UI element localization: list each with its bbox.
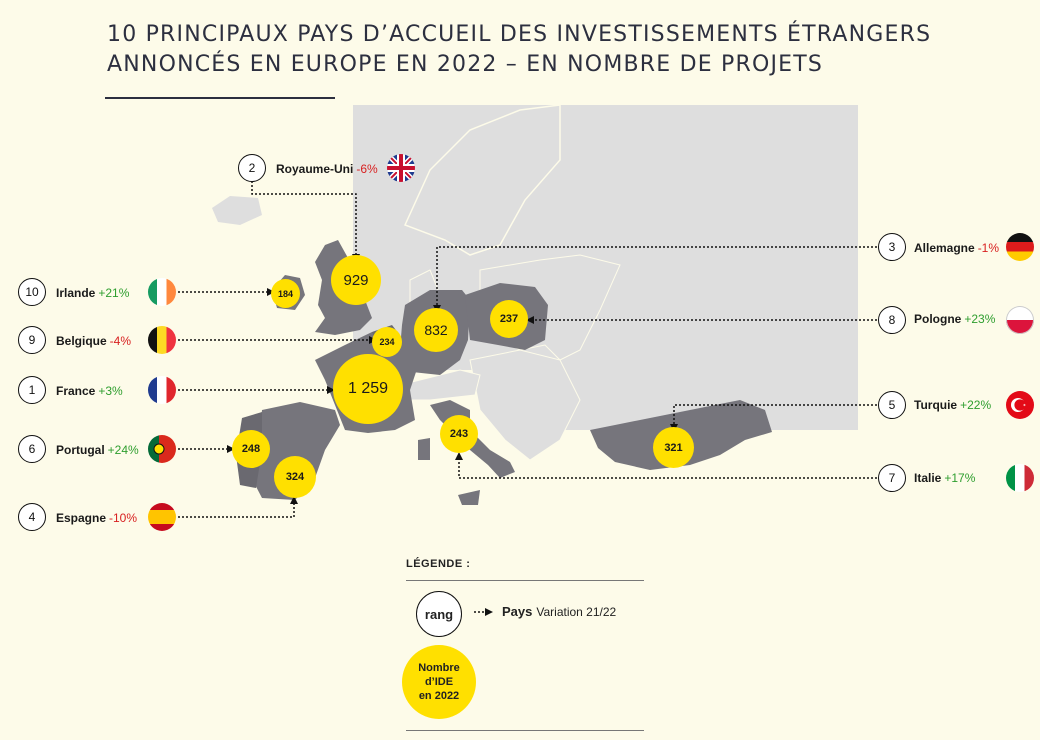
bubble-germany: 832 — [414, 308, 458, 352]
connector-spain — [178, 503, 295, 518]
rank-poland: 8 — [878, 306, 906, 334]
variation: +24% — [107, 443, 139, 457]
variation: -4% — [109, 334, 132, 348]
bubble-turkey: 321 — [653, 427, 694, 468]
label-uk: Royaume-Uni -6% — [276, 162, 378, 176]
country-name: Portugal — [56, 443, 105, 457]
arrow-portugal — [227, 445, 235, 453]
country-name: France — [56, 384, 96, 398]
connector-italy — [458, 458, 877, 479]
bubble-uk: 929 — [331, 255, 381, 305]
country-name: Turquie — [914, 398, 958, 412]
rank-portugal: 6 — [18, 435, 46, 463]
bubble-ireland: 184 — [271, 279, 300, 308]
variation: +22% — [960, 398, 992, 412]
arrow-spain — [290, 496, 298, 504]
variation: +17% — [944, 471, 976, 485]
arrow-poland — [526, 316, 534, 324]
legend-bubble: Nombre d’IDE en 2022 — [402, 645, 476, 719]
variation: +23% — [964, 312, 996, 326]
connector-germany — [436, 246, 877, 306]
label-france: France +3% — [56, 384, 123, 398]
arrow-france — [327, 386, 335, 394]
label-poland: Pologne +23% — [914, 312, 995, 326]
bubble-poland: 237 — [490, 300, 528, 338]
country-name: Allemagne — [914, 241, 975, 255]
legend-rank-circle: rang — [416, 591, 462, 637]
bubble-spain: 324 — [274, 456, 316, 498]
label-italy: Italie +17% — [914, 471, 975, 485]
germany-flag-icon — [1006, 233, 1034, 261]
rank-germany: 3 — [878, 233, 906, 261]
balkans-shape — [469, 349, 581, 461]
legend-top-rule — [406, 580, 644, 581]
rank-italy: 7 — [878, 464, 906, 492]
variation: -10% — [109, 511, 138, 525]
country-name: Espagne — [56, 511, 107, 525]
label-turkey: Turquie +22% — [914, 398, 991, 412]
country-name: Italie — [914, 471, 942, 485]
legend-bubble-line2: d’IDE — [424, 676, 454, 688]
spain-flag-icon — [148, 503, 176, 531]
label-ireland: Irlande +21% — [56, 286, 129, 300]
uk-flag-icon — [387, 154, 415, 182]
spain-shape — [250, 402, 340, 500]
legend-pays: Pays Variation 21/22 — [502, 604, 616, 619]
label-germany: Allemagne -1% — [914, 241, 999, 255]
scandinavia-shape — [403, 104, 561, 256]
title-underline — [105, 97, 335, 99]
variation: +21% — [98, 286, 130, 300]
ireland-flag-icon — [148, 278, 176, 306]
sardinia-shape — [418, 438, 430, 460]
sicily-shape — [458, 490, 480, 505]
iceland-shape — [212, 196, 262, 225]
variation: +3% — [98, 384, 123, 398]
variation: -6% — [356, 162, 378, 176]
legend-bottom-rule — [406, 730, 644, 731]
rank-turkey: 5 — [878, 391, 906, 419]
italy-flag-icon — [1006, 464, 1034, 492]
label-belgium: Belgique -4% — [56, 334, 131, 348]
legend-arrow — [485, 608, 493, 616]
turkey-flag-icon — [1006, 391, 1034, 419]
arrow-italy — [455, 452, 463, 460]
country-name: Pologne — [914, 312, 962, 326]
label-spain: Espagne -10% — [56, 511, 137, 525]
legend-pays-label: Pays — [502, 604, 533, 619]
connector-uk — [251, 181, 357, 256]
legend-title: LÉGENDE : — [406, 558, 471, 570]
page-title: 10 PRINCIPAUX PAYS D’ACCUEIL DES INVESTI… — [107, 20, 1007, 80]
country-name: Irlande — [56, 286, 96, 300]
connector-turkey — [673, 404, 877, 425]
legend-bubble-line3: en 2022 — [418, 690, 460, 702]
country-name: Belgique — [56, 334, 107, 348]
bubble-italy: 243 — [440, 415, 478, 453]
portugal-flag-icon — [148, 435, 176, 463]
france-flag-icon — [148, 376, 176, 404]
poland-flag-icon — [1006, 306, 1034, 334]
bubble-portugal: 248 — [232, 430, 270, 468]
title-line-1: 10 PRINCIPAUX PAYS D’ACCUEIL DES INVESTI… — [107, 22, 932, 47]
title-line-2: ANNONCÉS EN EUROPE EN 2022 – EN NOMBRE D… — [107, 52, 824, 77]
variation: -1% — [977, 241, 1000, 255]
rank-france: 1 — [18, 376, 46, 404]
belgium-flag-icon — [148, 326, 176, 354]
legend-variation-label: Variation 21/22 — [536, 605, 617, 619]
bubble-belgium: 234 — [372, 327, 402, 357]
bubble-france: 1 259 — [333, 354, 403, 424]
country-name: Royaume-Uni — [276, 162, 354, 176]
rank-belgium: 9 — [18, 326, 46, 354]
rank-spain: 4 — [18, 503, 46, 531]
rank-ireland: 10 — [18, 278, 46, 306]
legend-bubble-line1: Nombre — [418, 662, 460, 674]
rank-uk: 2 — [238, 154, 266, 182]
label-portugal: Portugal +24% — [56, 443, 139, 457]
